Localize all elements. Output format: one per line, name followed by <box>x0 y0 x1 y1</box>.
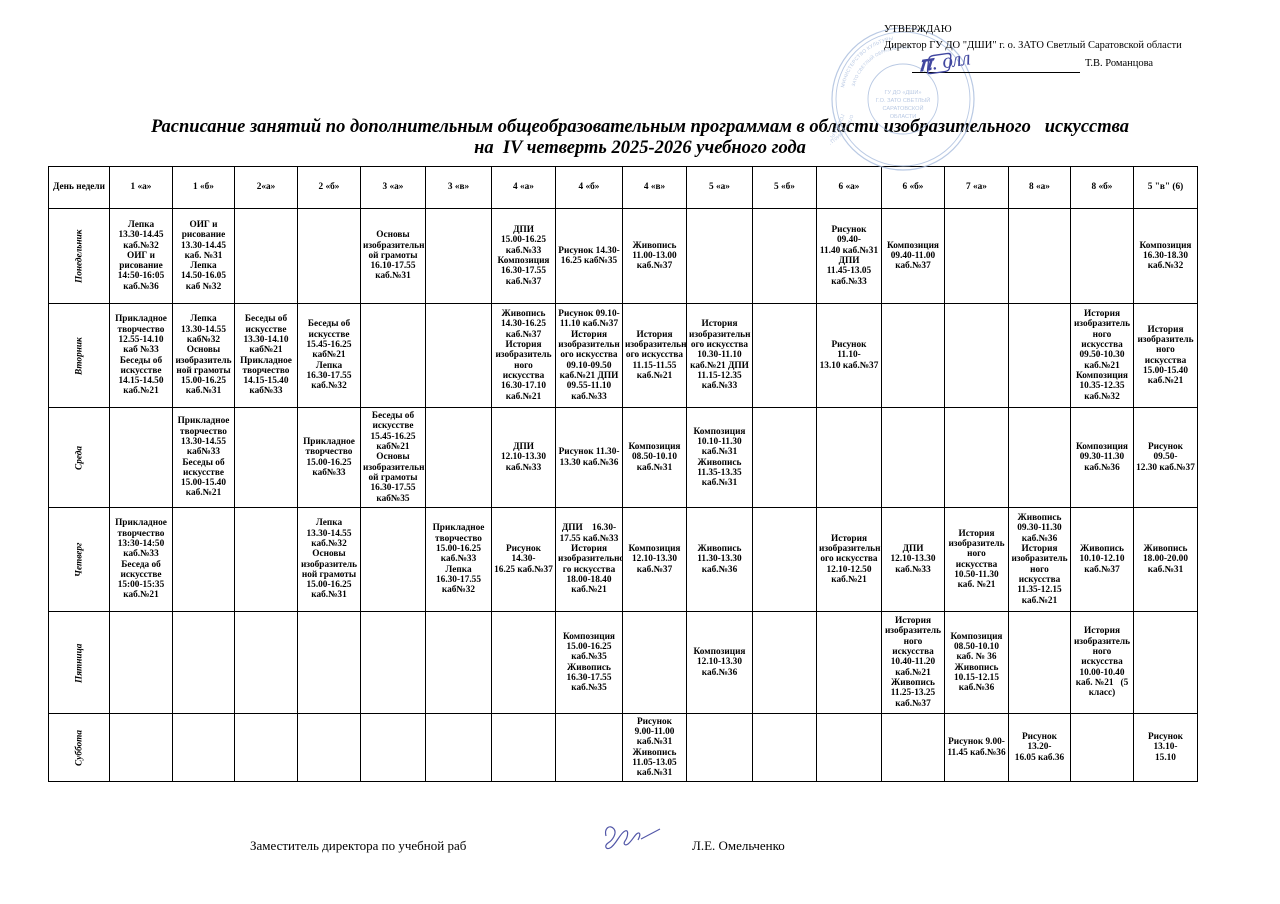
svg-text:САРАТОВСКОЙ: САРАТОВСКОЙ <box>883 104 924 112</box>
svg-text:ОБЛАСТИ: ОБЛАСТИ <box>890 114 917 120</box>
svg-text:ГУ ДО «ДШИ»: ГУ ДО «ДШИ» <box>885 90 922 96</box>
svg-text:Г.О. ЗАТО СВЕТЛЫЙ: Г.О. ЗАТО СВЕТЛЫЙ <box>876 96 931 104</box>
